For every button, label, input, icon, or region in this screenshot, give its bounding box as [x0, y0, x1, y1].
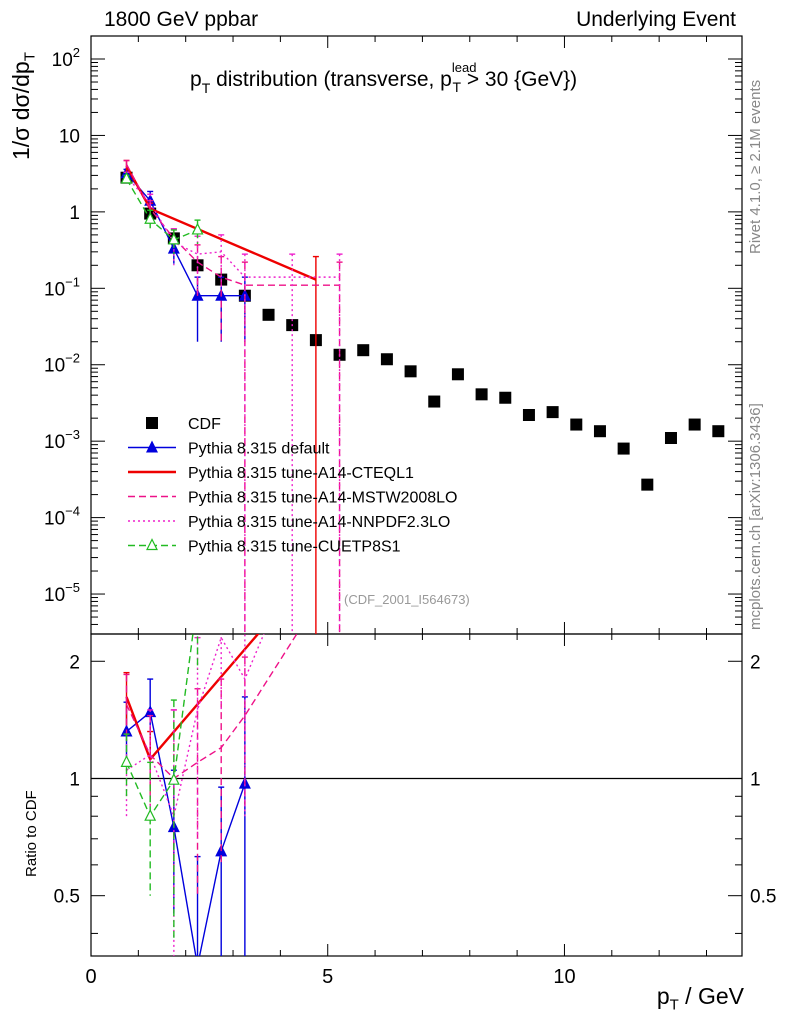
cdf-data-point — [191, 259, 204, 272]
main-y-tick-base: 10 — [44, 279, 65, 300]
main-y-tick-label: 10 — [59, 126, 80, 147]
pythia-8-315-tune-cuetp8s1-ratio-line — [125, 634, 194, 818]
x-axis-label: pT / GeV — [657, 983, 744, 1014]
main-y-tick-base: 10 — [44, 356, 65, 377]
legend-pythia-8-315-tune-cuetp8s1-label: Pythia 8.315 tune-CUETP8S1 — [188, 539, 401, 556]
pythia-8-315-tune-cuetp8s1-ratio-point — [144, 808, 157, 821]
main-y-tick-label: 10−4 — [44, 504, 80, 530]
header-process-label: Underlying Event — [576, 8, 736, 31]
legend-pythia-8-315-tune-a14-cteql1-label: Pythia 8.315 tune-A14-CTEQL1 — [188, 465, 414, 482]
x-axis-label-sub: T — [669, 996, 679, 1014]
pythia-8-315-tune-cuetp8s1-point — [144, 211, 157, 224]
ratio-y-tick-label-right: 2 — [750, 652, 761, 673]
cdf-data-point — [688, 418, 701, 431]
pythia-8-315-tune-cuetp8s1-point — [191, 222, 204, 235]
plot-title: pT distribution (transverse, plead T > 30… — [190, 60, 577, 96]
pythia-8-315-tune-cuetp8s1-point — [167, 232, 180, 245]
x-tick-label: 0 — [85, 966, 96, 988]
x-tick-label: 5 — [322, 966, 333, 988]
pythia-8-315-default-ratio-point — [192, 959, 204, 971]
pythia-8-315-tune-a14-nnpdf2-3lo-line — [125, 176, 340, 278]
cdf-data-point — [475, 388, 488, 401]
ratio-y-tick-label-left: 2 — [69, 652, 80, 673]
plot-title-part: > 30 {GeV}) — [461, 68, 577, 91]
main-y-tick-base: 10 — [59, 126, 80, 147]
cdf-data-point — [380, 353, 393, 366]
pythia-8-315-tune-cuetp8s1-ratio-point — [193, 592, 203, 602]
pythia-8-315-tune-a14-nnpdf2-3lo-ratio-line — [126, 634, 265, 819]
main-y-tick-exponent: −4 — [65, 504, 80, 519]
legend-pythia-8-315-tune-a14-mstw2008lo-label: Pythia 8.315 tune-A14-MSTW2008LO — [188, 490, 457, 507]
plot-title-part: p — [190, 68, 202, 91]
legend-pythia-8-315-tune-cuetp8s1-marker — [146, 538, 158, 551]
cdf-data-point — [546, 406, 559, 419]
ratio-plot-area — [120, 592, 298, 971]
main-y-tick-label: 10−5 — [44, 580, 80, 606]
pythia-8-315-tune-cuetp8s1-line — [125, 178, 198, 241]
main-y-tick-base: 10 — [44, 585, 65, 606]
header-energy-label: 1800 GeV ppbar — [104, 8, 259, 31]
main-y-tick-exponent: 2 — [73, 45, 80, 60]
main-y-tick-base: 1 — [69, 203, 80, 224]
cdf-data-point — [593, 425, 606, 438]
main-y-tick-exponent: −2 — [65, 351, 80, 366]
pythia-8-315-tune-cuetp8s1-point — [120, 171, 133, 184]
pythia-8-315-default-line — [125, 172, 245, 297]
legend-cdf-marker — [146, 417, 158, 429]
cdf-data-point — [522, 408, 535, 421]
legend-pythia-8-315-tune-a14-nnpdf2-3lo-label: Pythia 8.315 tune-A14-NNPDF2.3LO — [188, 514, 450, 531]
main-y-tick-exponent: −3 — [65, 427, 80, 442]
ratio-plot-frame — [90, 633, 743, 957]
x-tick-label: 10 — [553, 966, 575, 988]
ratio-y-tick-label-right: 1 — [750, 769, 761, 790]
main-y-tick-label: 10−1 — [44, 274, 80, 300]
analysis-tag: (CDF_2001_I564673) — [344, 592, 470, 607]
legend-cdf-label: CDF — [188, 416, 221, 433]
cdf-data-point — [641, 478, 654, 491]
plot-title-part: distribution (transverse, p — [210, 68, 452, 91]
pythia-8-315-tune-a14-mstw2008lo-ratio-line — [125, 634, 298, 780]
main-y-tick-base: 10 — [44, 432, 65, 453]
main-y-tick-exponent: −5 — [65, 580, 80, 595]
plot-title-part: lead — [452, 60, 477, 75]
main-y-tick-label: 10−2 — [44, 351, 80, 377]
cdf-data-point — [451, 368, 464, 381]
plot-title-part: T — [452, 79, 461, 95]
cdf-data-point — [499, 391, 512, 404]
pythia-8-315-default-ratio-line — [126, 710, 246, 956]
cdf-data-point — [664, 432, 677, 445]
main-plot-area — [120, 159, 725, 634]
cdf-data-point — [262, 308, 275, 321]
cdf-data-point — [404, 365, 417, 378]
x-axis-label-unit: / GeV — [678, 983, 744, 1009]
main-y-tick-label: 1 — [69, 203, 80, 224]
cdf-data-point — [570, 418, 583, 431]
pythia-8-315-tune-a14-mstw2008lo-line — [125, 163, 340, 286]
ratio-y-tick-label-left: 0.5 — [54, 887, 80, 908]
legend-pythia-8-315-default-label: Pythia 8.315 default — [188, 441, 330, 458]
pythia-8-315-tune-cuetp8s1-ratio-point — [167, 772, 180, 785]
main-y-tick-label: 102 — [52, 45, 80, 71]
ratio-y-tick-label-right: 0.5 — [750, 887, 776, 908]
legend-pythia-8-315-default-marker — [146, 440, 158, 453]
main-y-tick-base: 10 — [44, 509, 65, 530]
main-y-tick-base: 10 — [52, 50, 73, 71]
ratio-y-tick-label-left: 1 — [69, 769, 80, 790]
cdf-data-point — [428, 395, 441, 408]
cdf-data-point — [357, 344, 370, 357]
main-y-tick-label: 10−3 — [44, 427, 80, 453]
pythia-8-315-tune-cuetp8s1-ratio-point — [120, 755, 133, 767]
main-y-tick-exponent: −1 — [65, 274, 80, 289]
x-axis-label-text: p — [656, 983, 670, 1009]
cdf-data-point — [712, 425, 725, 438]
cdf-data-point — [617, 442, 630, 455]
plot-title-part: T — [202, 80, 211, 96]
